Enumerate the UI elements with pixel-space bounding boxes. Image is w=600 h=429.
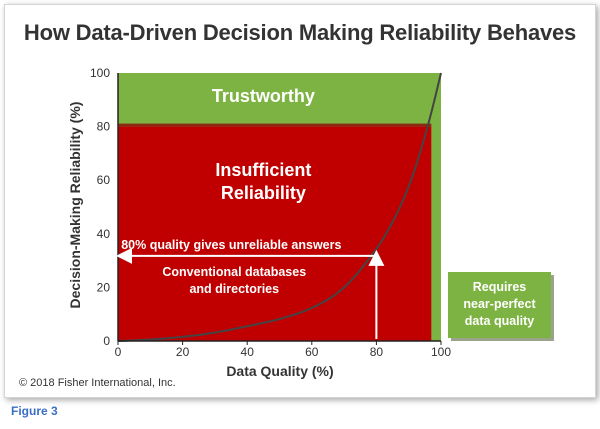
conventional-label-line-2: and directories [189,282,279,296]
insufficient-label-line-1: Insufficient [215,160,311,180]
x-tick-label: 20 [176,345,190,359]
y-tick-label: 80 [97,120,111,134]
y-tick-label: 20 [97,280,111,294]
x-tick-label: 60 [305,345,319,359]
y-axis-title: Decision-Making Reliability (%) [67,102,83,309]
callout-line-3: data quality [465,314,535,328]
region-divider [118,123,432,127]
y-tick-label: 40 [97,227,111,241]
x-tick-label: 100 [431,345,451,359]
insufficient-label-line-2: Reliability [221,183,306,203]
callout-line-1: Requires [473,280,527,294]
x-tick-label: 80 [370,345,384,359]
arrow-annotation-text: 80% quality gives unreliable answers [121,238,341,252]
figure-label: Figure 3 [11,404,58,418]
y-tick-label: 0 [103,334,110,348]
conventional-label-line-1: Conventional databases [162,265,306,279]
x-tick-label: 0 [115,345,122,359]
x-tick-label: 40 [241,345,255,359]
y-tick-label: 100 [90,66,110,80]
chart-title: How Data-Driven Decision Making Reliabil… [23,20,577,45]
copyright-text: © 2018 Fisher International, Inc. [19,377,176,389]
callout-line-2: near-perfect [463,297,536,311]
y-tick-label: 60 [97,173,111,187]
reliability-curve [117,72,442,342]
x-axis-title: Data Quality (%) [226,363,333,379]
callout-box [448,272,551,338]
trustworthy-label: Trustworthy [212,86,315,106]
insufficient-region [118,126,432,341]
